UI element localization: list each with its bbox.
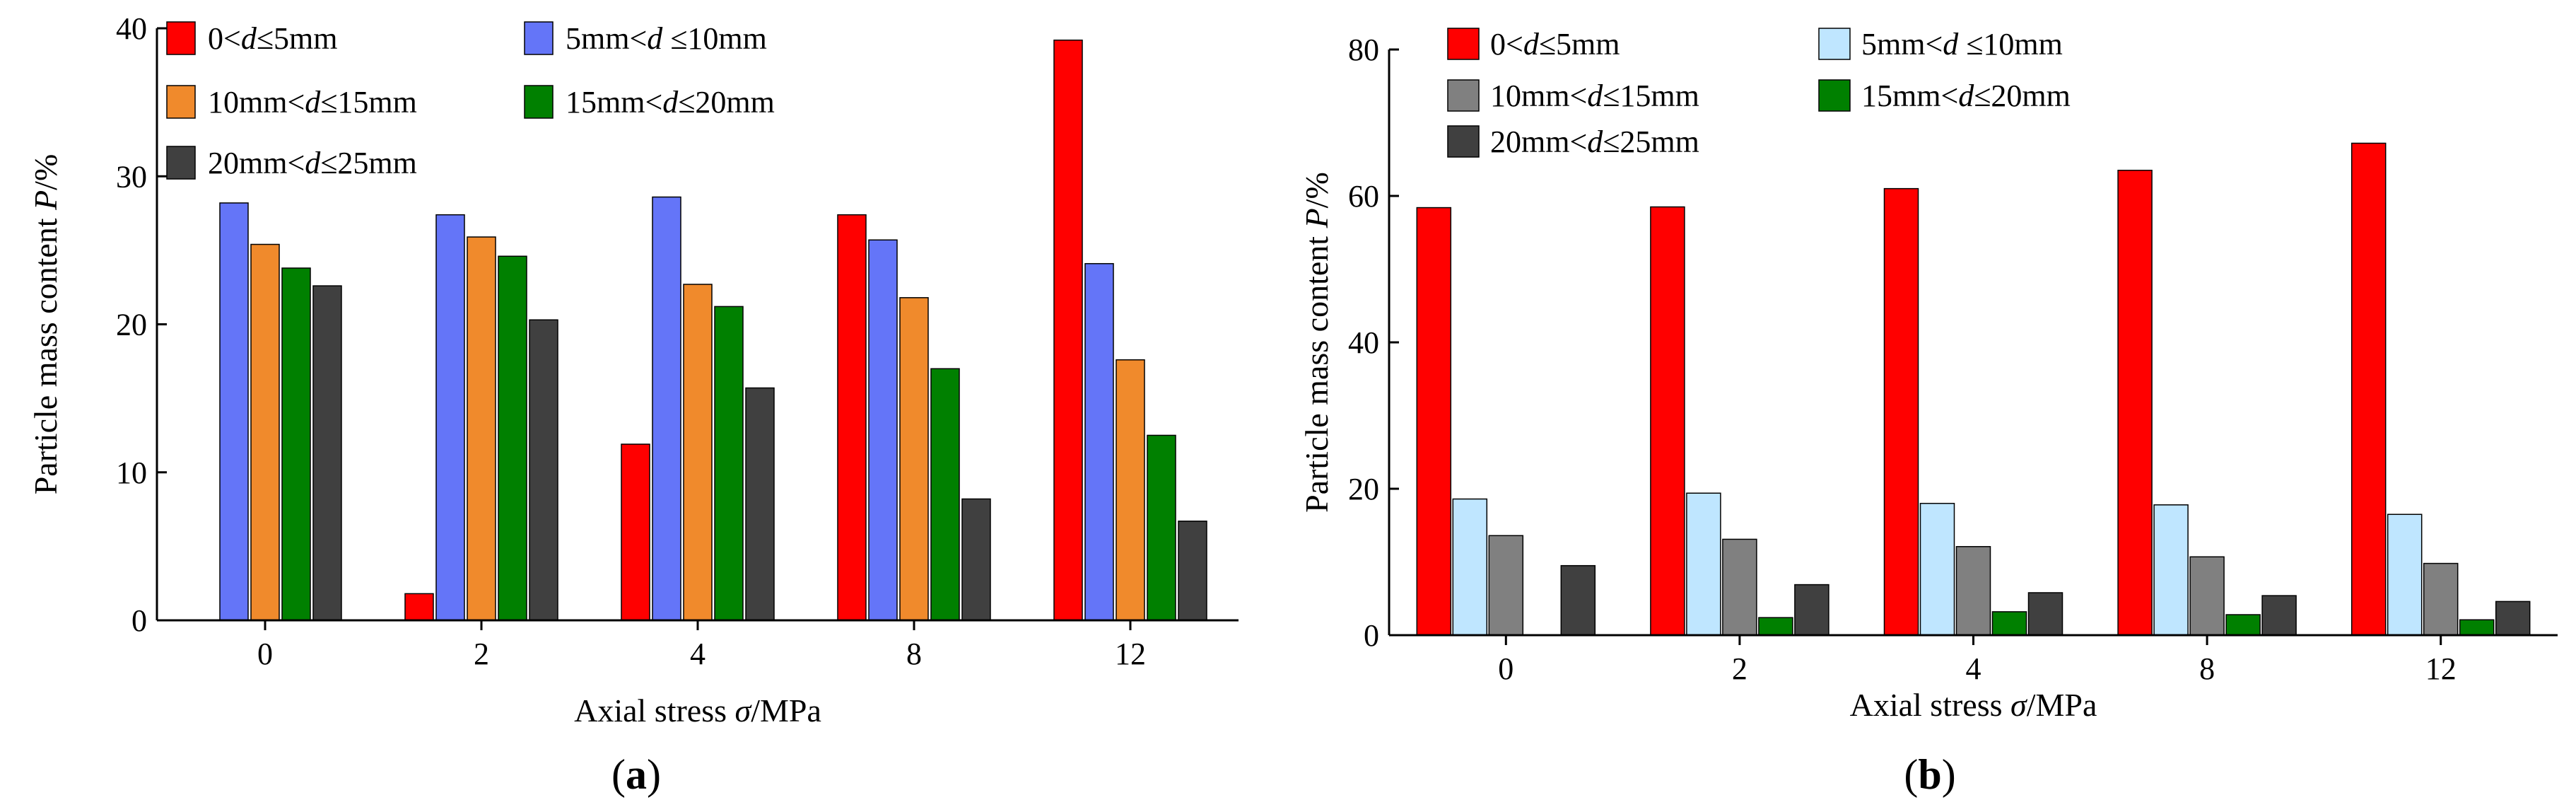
bar-a-s2-c0 [219, 202, 249, 621]
legend-label: 5mm<d ≤10mm [1861, 27, 2063, 62]
y-tick-label: 20 [116, 308, 147, 342]
y-tick-label: 40 [1348, 325, 1379, 360]
legend-swatch [1447, 79, 1480, 112]
bar-b-s1-c2 [1883, 187, 1919, 636]
legend-label: 10mm<d≤15mm [1490, 79, 1699, 113]
x-tick-label: 4 [690, 637, 706, 671]
bar-a-s5-c4 [1178, 521, 1207, 621]
bar-b-s2-c1 [1686, 492, 1721, 636]
bar-b-s2-c0 [1452, 498, 1488, 636]
legend-label: 15mm<d≤20mm [566, 85, 775, 120]
legend-label: 5mm<d ≤10mm [566, 21, 767, 56]
y-tick-label: 80 [1348, 33, 1379, 67]
bar-a-s4-c4 [1147, 434, 1176, 621]
bar-b-s4-c1 [1758, 617, 1793, 636]
bar-b-s4-c2 [1991, 611, 2027, 636]
legend-label: 20mm<d≤25mm [208, 146, 417, 180]
legend-label: 15mm<d≤20mm [1861, 79, 2071, 113]
x-tick-label: 0 [1498, 651, 1514, 686]
bar-a-s1-c4 [1053, 39, 1083, 621]
y-tick-label: 20 [1348, 472, 1379, 506]
legend-swatch [166, 85, 196, 119]
bar-a-s1-c2 [621, 443, 650, 621]
bar-a-s4-c2 [714, 306, 744, 621]
legend-swatch [166, 21, 196, 55]
bar-b-s1-c3 [2117, 170, 2153, 636]
chart-panel-a: 0 10 20 30 40 0 2 4 8 12 Axial stress σ/MPa Particl… [28, 11, 1239, 798]
legend-label: 20mm<d≤25mm [1490, 124, 1699, 159]
y-axis-label: Particle mass content P/% [1299, 172, 1335, 513]
bar-b-s2-c4 [2387, 514, 2423, 636]
legend-label: 0<d≤5mm [208, 21, 337, 56]
bar-a-s5-c2 [745, 387, 775, 621]
bar-b-s3-c0 [1488, 535, 1524, 636]
y-tick-label: 10 [116, 456, 147, 490]
x-tick-label: 2 [474, 637, 489, 671]
bar-b-s5-c4 [2495, 601, 2531, 636]
legend-swatch [524, 21, 554, 55]
bar-a-s2-c1 [435, 214, 465, 621]
x-tick-label: 12 [1115, 637, 1146, 671]
x-tick-label: 4 [1966, 651, 1981, 686]
bar-a-s5-c0 [312, 285, 342, 621]
bar-a-s1-c1 [404, 593, 434, 621]
bar-a-s5-c3 [961, 498, 991, 621]
x-tick-label: 8 [2199, 651, 2215, 686]
legend-swatch [1818, 28, 1851, 60]
legend-swatch [1818, 79, 1851, 112]
legend-label: 0<d≤5mm [1490, 27, 1620, 62]
bar-a-s4-c3 [930, 368, 960, 621]
y-tick-label: 60 [1348, 179, 1379, 214]
bar-b-s5-c1 [1794, 584, 1829, 636]
bar-b-s3-c1 [1722, 538, 1757, 636]
bar-a-s2-c4 [1084, 262, 1114, 621]
bar-b-s3-c3 [2189, 556, 2225, 636]
legend-label: 10mm<d≤15mm [208, 85, 417, 120]
bar-b-s5-c2 [2027, 592, 2063, 636]
legend-swatch [1447, 125, 1480, 158]
bar-b-s4-c4 [2459, 619, 2495, 636]
y-tick-label: 0 [1364, 618, 1379, 653]
bar-a-s3-c1 [467, 236, 496, 621]
x-axis-label: Axial stress σ/MPa [574, 692, 821, 729]
x-tick-label: 0 [257, 637, 273, 671]
bar-b-s2-c2 [1919, 502, 1955, 636]
bar-a-s3-c4 [1116, 359, 1145, 621]
bar-a-s3-c2 [683, 284, 713, 621]
bar-b-s1-c1 [1650, 206, 1685, 636]
panel-label: (a) [611, 751, 661, 798]
bar-b-s2-c3 [2153, 504, 2189, 636]
bar-b-s1-c4 [2350, 142, 2387, 636]
bar-b-s5-c0 [1560, 564, 1596, 636]
x-tick-label: 8 [906, 637, 922, 671]
chart-panel-b: 0 20 40 60 80 0 2 4 8 12 Axial stress σ/MPa Particl… [1299, 27, 2558, 798]
bar-a-s5-c1 [529, 319, 558, 621]
bar-b-s4-c3 [2225, 614, 2261, 636]
bar-b-s3-c2 [1955, 546, 1991, 636]
legend-swatch [166, 146, 196, 180]
y-axis-label: Particle mass content P/% [28, 154, 64, 495]
bar-b-s5-c3 [2261, 595, 2297, 636]
legend-swatch [1447, 28, 1480, 60]
x-axis-label: Axial stress σ/MPa [1850, 687, 2097, 723]
panel-label: (b) [1904, 751, 1955, 798]
bar-b-s1-c0 [1416, 207, 1452, 636]
bar-b-s3-c4 [2423, 562, 2459, 636]
bar-a-s4-c0 [281, 267, 311, 621]
x-tick-label: 12 [2425, 651, 2457, 686]
bar-a-s2-c3 [868, 239, 898, 621]
y-tick-label: 30 [116, 159, 147, 194]
y-tick-label: 0 [131, 603, 147, 638]
y-tick-label: 40 [116, 11, 147, 46]
bar-a-s2-c2 [652, 196, 681, 621]
bar-a-s4-c1 [498, 255, 527, 621]
bar-a-s3-c3 [899, 297, 929, 621]
x-tick-label: 2 [1732, 651, 1747, 686]
legend-swatch [524, 85, 554, 119]
bar-a-s3-c0 [250, 243, 280, 621]
bar-a-s1-c3 [837, 214, 867, 621]
